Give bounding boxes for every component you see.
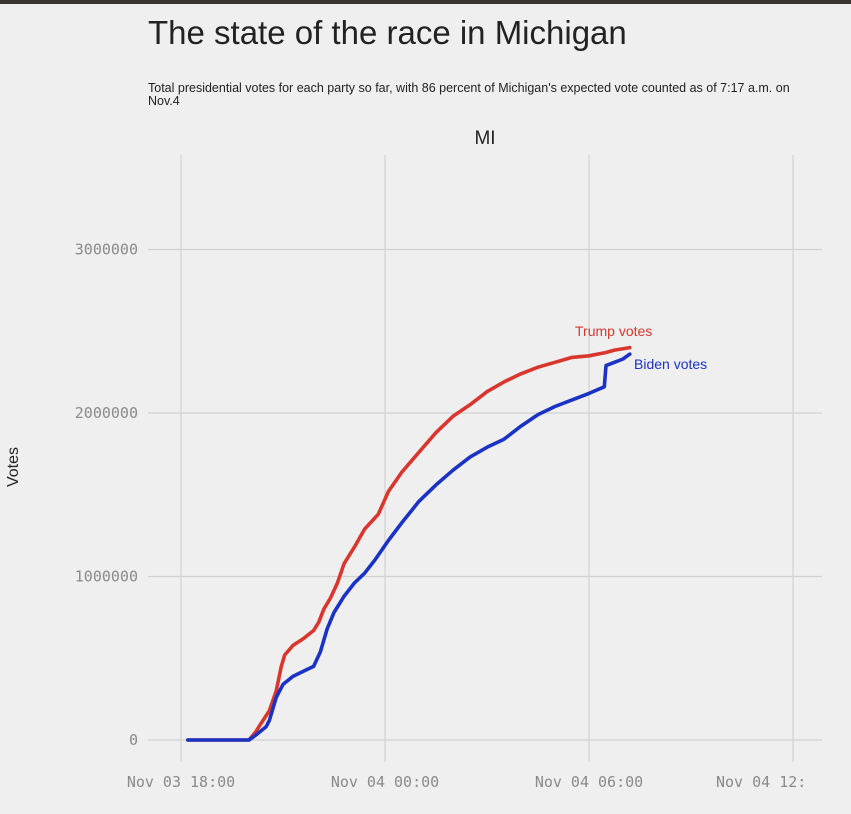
x-tick-label: Nov 03 18:00 bbox=[127, 773, 235, 791]
trump-votes-label: Trump votes bbox=[575, 323, 652, 339]
biden-votes-line bbox=[186, 352, 632, 742]
y-tick-label: 2000000 bbox=[75, 404, 138, 422]
x-tick-label: Nov 04 00:00 bbox=[331, 773, 439, 791]
x-tick-label: Nov 04 06:00 bbox=[535, 773, 643, 791]
chart-subtitle: Total presidential votes for each party … bbox=[148, 81, 790, 108]
y-tick-label: 3000000 bbox=[75, 241, 138, 259]
y-tick-label: 0 bbox=[129, 731, 138, 749]
biden-votes-label: Biden votes bbox=[634, 356, 707, 372]
x-tick-label: Nov 04 12: bbox=[716, 773, 806, 791]
top-border bbox=[0, 0, 851, 4]
y-tick-label: 1000000 bbox=[75, 568, 138, 586]
chart-title: The state of the race in Michigan bbox=[148, 14, 627, 51]
panel-title: MI bbox=[474, 128, 496, 149]
trump-votes-line bbox=[186, 345, 632, 742]
